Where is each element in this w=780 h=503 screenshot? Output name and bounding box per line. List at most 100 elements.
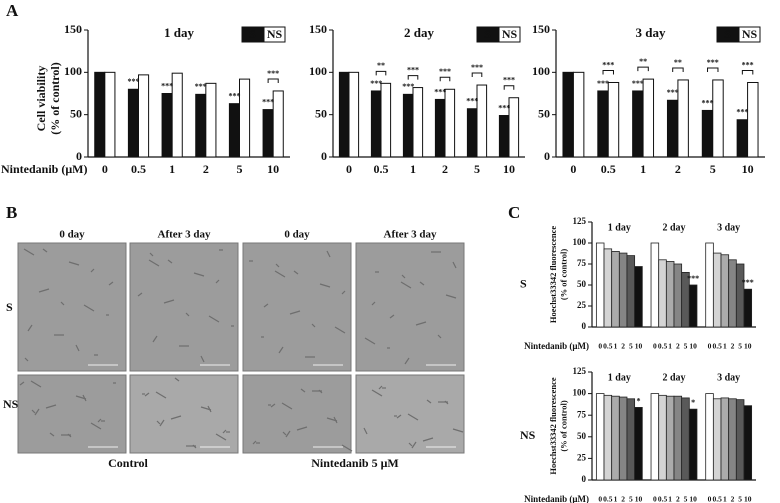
cell-texture	[401, 274, 406, 279]
bar	[743, 405, 753, 481]
y-tick-label: 0	[582, 321, 587, 331]
x-tick-label: 10	[503, 162, 515, 176]
bar	[595, 242, 605, 328]
x-axis-label: Nintedanib (μM)	[524, 341, 589, 351]
bar	[735, 263, 745, 328]
cell-texture	[174, 377, 180, 382]
cell-texture	[83, 304, 95, 312]
cell-texture	[31, 409, 36, 414]
cell-texture	[38, 288, 50, 293]
bracket	[707, 67, 719, 72]
bar	[677, 79, 689, 158]
bracket	[503, 85, 515, 90]
group-title: 2 day	[662, 222, 685, 233]
cell-texture	[371, 389, 383, 397]
x-tick-label: 2	[442, 162, 448, 176]
y-tick-label: 50	[70, 106, 82, 120]
significance: **	[377, 61, 385, 70]
group-title: 2 day	[662, 372, 685, 383]
significance: ***	[667, 88, 679, 97]
x-tick-label: 0.5	[712, 342, 722, 351]
cell-texture	[408, 442, 413, 447]
cell-texture	[364, 337, 376, 345]
cell-texture	[90, 268, 95, 273]
cell-texture	[90, 422, 102, 430]
x-tick-label: 0	[708, 495, 712, 503]
bar	[171, 72, 183, 158]
significance: ***	[402, 82, 414, 91]
significance: ***	[127, 77, 139, 86]
cell-texture	[23, 248, 35, 256]
cell-texture	[159, 419, 165, 427]
cell-texture	[275, 263, 280, 268]
x-tick-label: 0	[598, 342, 602, 351]
x-tick-label: 1	[614, 495, 618, 503]
cell-texture	[200, 355, 205, 363]
y-tick-label: 100	[573, 388, 587, 398]
bar	[562, 71, 574, 158]
legend-swatch	[498, 26, 521, 43]
row-label: NS	[520, 428, 536, 442]
bar	[380, 82, 392, 158]
y-tick-label: 50	[577, 431, 587, 441]
bar	[618, 252, 628, 328]
bar	[94, 71, 106, 158]
bar	[402, 93, 414, 158]
bar	[611, 250, 620, 328]
cell-texture	[149, 252, 154, 257]
y-tick-label: 50	[577, 279, 587, 289]
micrograph	[129, 374, 239, 454]
significance: ***	[632, 79, 644, 88]
x-tick-label: 1	[668, 495, 672, 503]
y-axis-label: Hoechst33342 fluorescence	[548, 377, 558, 475]
cell-texture	[152, 335, 158, 343]
y-tick-label: 75	[577, 258, 587, 268]
cell-texture	[30, 380, 42, 388]
cell-texture	[407, 413, 419, 421]
x-tick-label: 5	[474, 162, 480, 176]
significance: ***	[267, 69, 279, 78]
x-tick-label: 2	[676, 342, 680, 351]
cell-texture	[185, 312, 190, 317]
bar	[104, 71, 116, 158]
significance: ***	[466, 97, 478, 106]
legend-label: NS	[502, 27, 518, 41]
cell-texture	[108, 281, 114, 286]
x-tick-label: 0	[570, 162, 576, 176]
bar	[728, 398, 737, 481]
legend-label: NS	[742, 27, 758, 41]
significance: ***	[742, 278, 754, 287]
cell-texture	[281, 402, 293, 410]
y-axis-label: Hoechst33342 fluorescence	[548, 226, 558, 324]
y-tick-label: 150	[64, 22, 82, 36]
micrograph	[355, 242, 465, 372]
y-axis-label: (% of control)	[48, 62, 62, 134]
cell-texture	[19, 381, 25, 386]
x-tick-label: 10	[744, 342, 752, 351]
bracket	[602, 69, 614, 75]
legend-swatch	[716, 26, 739, 43]
x-tick-label: 5	[684, 495, 688, 503]
cell-texture	[326, 417, 338, 422]
micrograph	[129, 242, 239, 372]
significance: ***	[471, 63, 483, 72]
legend-label: S	[484, 27, 491, 41]
bar	[338, 71, 350, 158]
group-title: 3 day	[717, 222, 740, 233]
cell-texture	[452, 428, 464, 433]
cell-texture	[167, 259, 173, 264]
y-tick-label: 0	[544, 149, 550, 163]
x-tick-label: 1	[169, 162, 175, 176]
significance: ***	[195, 82, 207, 91]
x-tick-label: 1	[723, 495, 727, 503]
cell-texture	[27, 324, 33, 332]
y-tick-label: 150	[532, 22, 550, 36]
significance: ***	[687, 274, 699, 283]
bar	[626, 255, 636, 328]
bar	[370, 90, 382, 158]
cell-texture	[222, 429, 227, 434]
panel-label: C	[508, 203, 520, 222]
bar	[705, 393, 714, 481]
cell-texture	[278, 346, 284, 354]
